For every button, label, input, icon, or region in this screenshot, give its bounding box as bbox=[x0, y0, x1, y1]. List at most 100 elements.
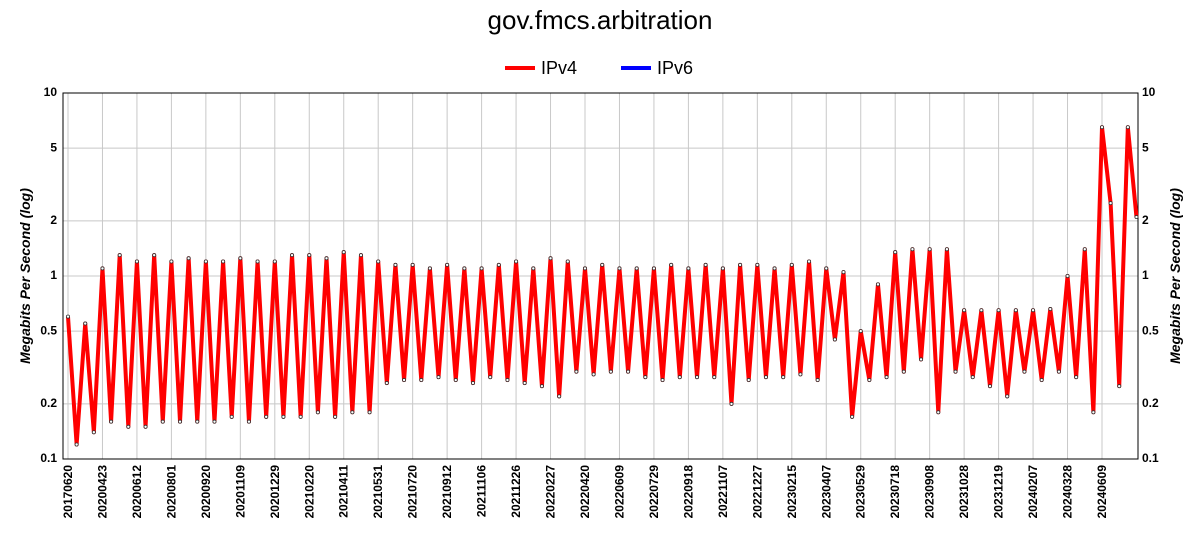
data-point bbox=[531, 266, 536, 271]
data-point bbox=[91, 430, 96, 435]
y2-tick-label: 0.5 bbox=[1142, 323, 1159, 337]
data-point bbox=[953, 369, 958, 374]
y-tick-label: 0.5 bbox=[40, 323, 57, 337]
x-tick-label: 20210531 bbox=[371, 465, 385, 519]
data-point bbox=[574, 369, 579, 374]
data-point bbox=[324, 256, 329, 261]
data-point bbox=[186, 256, 191, 261]
data-point bbox=[1022, 369, 1027, 374]
x-tick-label: 20240609 bbox=[1095, 465, 1109, 519]
x-tick-label: 20201229 bbox=[268, 465, 282, 519]
data-point bbox=[626, 369, 631, 374]
data-point bbox=[1074, 375, 1079, 380]
x-tick-label: 20200920 bbox=[199, 465, 213, 519]
data-point bbox=[221, 259, 226, 264]
data-point bbox=[255, 259, 260, 264]
data-point bbox=[651, 266, 656, 271]
legend-label: IPv4 bbox=[541, 58, 577, 78]
data-point bbox=[1065, 273, 1070, 278]
data-point bbox=[134, 259, 139, 264]
data-point bbox=[169, 259, 174, 264]
x-tick-label: 20220918 bbox=[681, 465, 695, 519]
data-point bbox=[315, 410, 320, 415]
data-point bbox=[333, 414, 338, 419]
data-point bbox=[875, 282, 880, 287]
x-tick-label: 20231219 bbox=[992, 465, 1006, 519]
data-point bbox=[445, 262, 450, 267]
data-point bbox=[643, 375, 648, 380]
x-tick-label: 20200801 bbox=[164, 465, 178, 519]
data-point bbox=[290, 253, 295, 258]
data-point bbox=[298, 414, 303, 419]
x-tick-label: 20231028 bbox=[957, 465, 971, 519]
data-point bbox=[1134, 215, 1139, 220]
data-point bbox=[514, 259, 519, 264]
data-point bbox=[686, 266, 691, 271]
y2-tick-label: 0.1 bbox=[1142, 451, 1159, 465]
y2-tick-label: 10 bbox=[1142, 85, 1156, 99]
data-point bbox=[884, 375, 889, 380]
data-point bbox=[634, 266, 639, 271]
data-point bbox=[755, 262, 760, 267]
x-tick-label: 20211106 bbox=[475, 465, 489, 517]
data-point bbox=[608, 369, 613, 374]
x-tick-label: 20240328 bbox=[1061, 465, 1075, 519]
x-tick-label: 20230908 bbox=[923, 465, 937, 519]
x-tick-label: 20210720 bbox=[406, 465, 420, 519]
x-tick-label: 20221107 bbox=[716, 465, 730, 518]
data-point bbox=[824, 266, 829, 271]
data-point bbox=[832, 337, 837, 342]
data-point bbox=[1039, 378, 1044, 383]
data-point bbox=[720, 266, 725, 271]
data-point bbox=[591, 372, 596, 377]
data-point bbox=[100, 266, 105, 271]
plot-border bbox=[62, 92, 1139, 460]
data-point bbox=[987, 384, 992, 389]
data-point bbox=[936, 410, 941, 415]
data-point bbox=[1091, 410, 1096, 415]
data-point bbox=[1082, 247, 1087, 252]
data-point bbox=[1100, 125, 1105, 130]
data-point bbox=[1125, 125, 1130, 130]
x-tick-label: 20210912 bbox=[440, 465, 454, 519]
data-point bbox=[979, 308, 984, 313]
data-point bbox=[927, 247, 932, 252]
x-tick-label: 20210411 bbox=[337, 465, 351, 518]
legend-label: IPv6 bbox=[657, 58, 693, 78]
data-point bbox=[74, 442, 79, 447]
data-point bbox=[281, 414, 286, 419]
data-point bbox=[212, 419, 217, 424]
data-point bbox=[703, 262, 708, 267]
data-point bbox=[867, 378, 872, 383]
data-point bbox=[583, 266, 588, 271]
data-point bbox=[850, 414, 855, 419]
data-point bbox=[341, 250, 346, 255]
data-point bbox=[781, 375, 786, 380]
data-point bbox=[970, 375, 975, 380]
x-tick-label: 20170620 bbox=[61, 465, 75, 519]
data-point bbox=[798, 372, 803, 377]
x-tick-label: 20201109 bbox=[233, 465, 247, 518]
data-point bbox=[143, 424, 148, 429]
data-point bbox=[488, 375, 493, 380]
data-point bbox=[229, 414, 234, 419]
x-tick-label: 20220420 bbox=[578, 465, 592, 519]
data-point bbox=[919, 357, 924, 362]
data-point bbox=[944, 247, 949, 252]
data-point bbox=[772, 266, 777, 271]
x-tick-label: 20200423 bbox=[95, 465, 109, 519]
data-point bbox=[178, 419, 183, 424]
data-point bbox=[505, 378, 510, 383]
y-tick-label: 10 bbox=[44, 85, 58, 99]
x-tick-label: 20220227 bbox=[544, 465, 558, 519]
data-point bbox=[453, 378, 458, 383]
data-point bbox=[393, 262, 398, 267]
data-point bbox=[893, 250, 898, 255]
data-point bbox=[419, 378, 424, 383]
data-point bbox=[358, 253, 363, 258]
x-tick-label: 20220729 bbox=[647, 465, 661, 519]
data-point bbox=[367, 410, 372, 415]
data-point bbox=[677, 375, 682, 380]
data-point bbox=[763, 375, 768, 380]
